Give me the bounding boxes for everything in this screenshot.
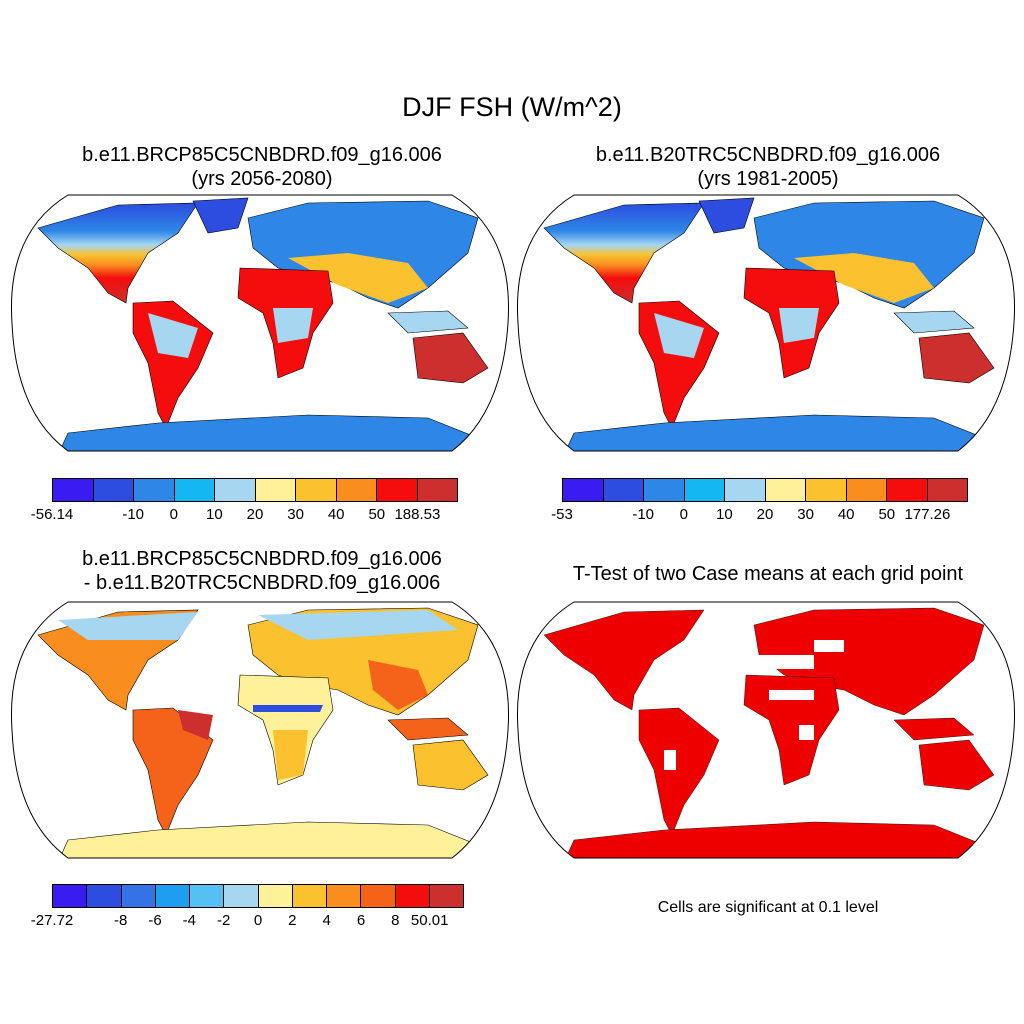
colorbar-label: 30 [287, 506, 304, 523]
panel2-title: b.e11.B20TRC5CNBDRD.f09_g16.006 (yrs 198… [518, 143, 1018, 191]
colorbar-box [327, 885, 362, 907]
colorbar-label: -2 [216, 912, 231, 929]
antarctica [57, 414, 479, 451]
greenland [192, 197, 249, 234]
colorbar-box [53, 885, 88, 907]
colorbar-box [395, 885, 430, 907]
colorbar-box [846, 479, 887, 501]
panel4-title: T-Test of two Case means at each grid po… [518, 562, 1018, 586]
colorbar-label: 0 [253, 912, 263, 929]
colorbar-label: 50 [878, 506, 896, 523]
map-panel-4 [516, 601, 1016, 859]
panel4-title-line1: T-Test of two Case means at each grid po… [572, 563, 964, 585]
colorbar-box [417, 479, 457, 501]
colorbar-box [887, 479, 928, 501]
colorbar-box [224, 885, 259, 907]
north-america [37, 202, 199, 304]
colorbar-label: 40 [327, 506, 345, 523]
colorbar-label: 188.53 [394, 506, 441, 523]
colorbar-box [563, 479, 604, 501]
map-panel-2 [516, 194, 1016, 452]
colorbar-label: 50 [368, 506, 386, 523]
colorbar-box [429, 885, 463, 907]
panel3-title: b.e11.BRCP85C5CNBDRD.f09_g16.006 - b.e11… [12, 547, 512, 595]
colorbar-label: 2 [288, 912, 297, 929]
colorbar-label: 40 [837, 506, 855, 523]
colorbar-panel-2: -53 -10 0 10 20 30 40 50 177.26 [551, 478, 968, 523]
colorbar-box [725, 479, 766, 501]
colorbar-label: -4 [182, 912, 196, 929]
colorbar-label: 177.26 [904, 506, 951, 523]
colorbar-box [336, 479, 377, 501]
south-america-interior [148, 313, 198, 358]
colorbar-box [155, 885, 190, 907]
map-panel-3 [10, 601, 510, 859]
colorbar-box [215, 479, 256, 501]
colorbar-label: 0 [679, 506, 688, 523]
panel3-title-line1: b.e11.BRCP85C5CNBDRD.f09_g16.006 [82, 548, 442, 570]
colorbar-box [190, 885, 225, 907]
colorbar-label: -10 [122, 506, 145, 523]
colorbar-label: 10 [206, 506, 223, 523]
panel2-title-line1: b.e11.B20TRC5CNBDRD.f09_g16.006 [595, 144, 941, 166]
indonesia [387, 310, 469, 334]
colorbar-box [603, 479, 644, 501]
map-panel-1 [10, 194, 510, 452]
colorbar-box [292, 885, 327, 907]
panel2-title-line2: (yrs 1981-2005) [697, 168, 839, 190]
colorbar-label: -8 [113, 912, 128, 929]
colorbar-label: -27.72 [30, 912, 74, 929]
eurasia-south [288, 253, 428, 303]
colorbar-box [121, 885, 156, 907]
colorbar-box [53, 479, 94, 501]
colorbar-label: 50.01 [410, 912, 449, 929]
colorbar-label: 30 [797, 506, 814, 523]
colorbar-label: -53 [551, 506, 573, 523]
colorbar-box [134, 479, 175, 501]
colorbar-box [255, 479, 296, 501]
panel3-title-line2: - b.e11.B20TRC5CNBDRD.f09_g16.006 [83, 572, 441, 594]
colorbar-label: 20 [246, 506, 264, 523]
colorbar-label: 20 [756, 506, 774, 523]
significance-note: Cells are significant at 0.1 level [657, 899, 879, 916]
colorbar-box [377, 479, 418, 501]
panel1-title-line2: (yrs 2056-2080) [191, 168, 333, 190]
colorbar-box [296, 479, 337, 501]
colorbar-panel-1: -56.14 -10 0 10 20 30 40 50 188.53 [31, 478, 458, 523]
panel1-title-line1: b.e11.BRCP85C5CNBDRD.f09_g16.006 [82, 144, 442, 166]
colorbar-box [644, 479, 685, 501]
colorbar-box [806, 479, 847, 501]
colorbar-label: 0 [169, 506, 178, 523]
colorbar-box [765, 479, 806, 501]
colorbar-boxes [52, 884, 464, 908]
colorbar-label: -56.14 [30, 506, 74, 523]
colorbar-label: 4 [322, 912, 331, 929]
colorbar-box [87, 885, 122, 907]
colorbar-box [927, 479, 967, 501]
panel1-title: b.e11.BRCP85C5CNBDRD.f09_g16.006 (yrs 20… [12, 143, 512, 191]
africa-center [273, 308, 313, 343]
south-america [132, 300, 214, 429]
colorbar-boxes [562, 478, 968, 502]
colorbar-label: 8 [391, 912, 400, 929]
colorbar-box [684, 479, 725, 501]
colorbar-label: 10 [716, 506, 733, 523]
colorbar-box [174, 479, 215, 501]
colorbar-label: -6 [148, 912, 162, 929]
colorbar-box [93, 479, 134, 501]
colorbar-box [361, 885, 396, 907]
main-title: DJF FSH (W/m^2) [402, 92, 622, 122]
colorbar-box [258, 885, 293, 907]
colorbar-boxes [52, 478, 458, 502]
colorbar-panel-3: -27.72 -8 -6 -4 -2 0 2 4 6 8 50.01 [31, 884, 464, 929]
colorbar-label: 6 [356, 912, 366, 929]
australia [412, 332, 489, 384]
colorbar-label: -10 [632, 506, 655, 523]
